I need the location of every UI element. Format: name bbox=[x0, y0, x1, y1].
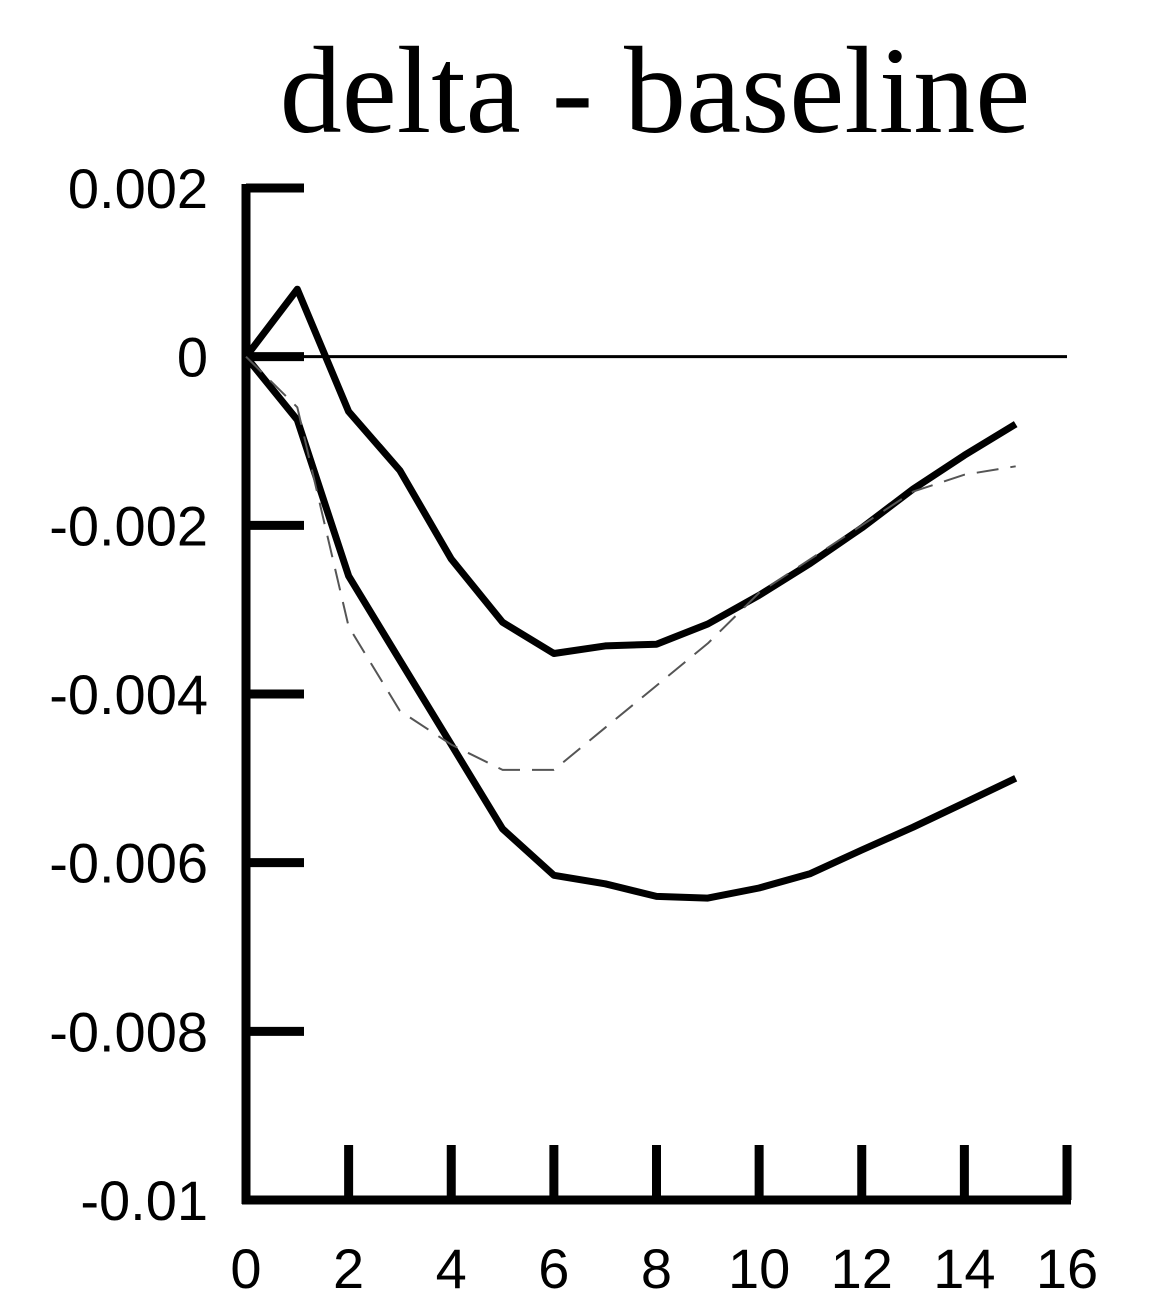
y-tick-label: -0.002 bbox=[49, 494, 208, 557]
x-tick-label: 0 bbox=[230, 1237, 261, 1300]
y-tick-label: -0.008 bbox=[49, 1000, 208, 1063]
series-line-point-estimate bbox=[245, 355, 1016, 771]
x-tick-label: 2 bbox=[333, 1237, 364, 1300]
x-tick-label: 4 bbox=[436, 1237, 467, 1300]
x-tick-label: 8 bbox=[641, 1237, 672, 1300]
y-tick-label: 0 bbox=[177, 326, 208, 389]
x-tick-label: 10 bbox=[728, 1237, 790, 1300]
x-tick-label: 16 bbox=[1036, 1237, 1098, 1300]
y-tick-label: 0.002 bbox=[68, 157, 208, 220]
y-tick-label: -0.004 bbox=[49, 663, 208, 726]
y-tick-label: -0.006 bbox=[49, 832, 208, 895]
axes: 0.002 0 -0.002 -0.004 -0.006 -0.008 -0.01 0 2 4 6 8… bbox=[49, 157, 1098, 1300]
chart-title: delta - baseline bbox=[280, 22, 1031, 159]
series-layer bbox=[243, 285, 1067, 902]
y-tick-label: -0.01 bbox=[80, 1169, 208, 1232]
x-tick-label: 12 bbox=[831, 1237, 893, 1300]
x-tick-label: 14 bbox=[933, 1237, 995, 1300]
series-line-band-2 bbox=[243, 354, 1018, 902]
x-tick-label: 6 bbox=[538, 1237, 569, 1300]
